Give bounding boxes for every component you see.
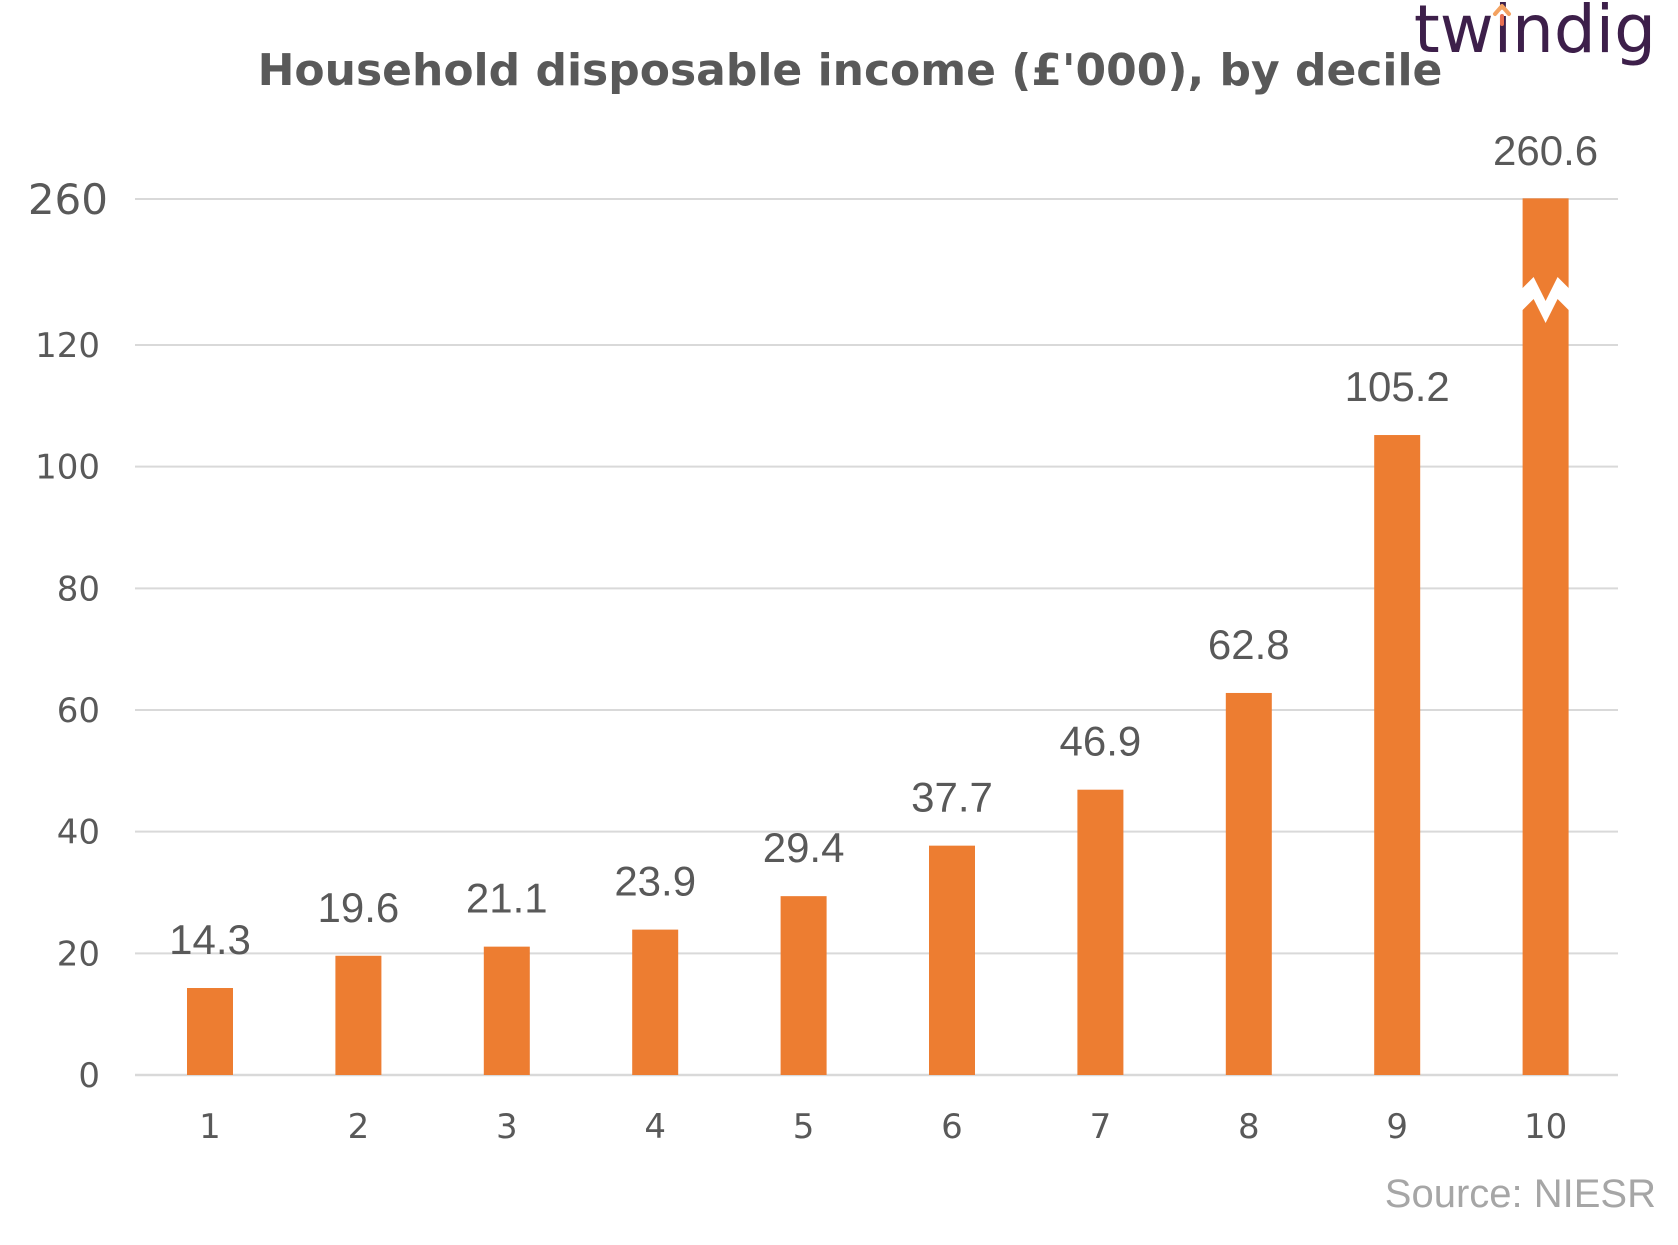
data-label: 105.2 — [1345, 363, 1450, 410]
gridlines — [135, 198, 1618, 1077]
logo-wordmark: twindig — [1414, 0, 1656, 68]
data-label: 21.1 — [466, 875, 548, 922]
bar — [1225, 692, 1272, 1075]
y-tick-label: 260 — [28, 175, 108, 224]
data-label: 29.4 — [763, 824, 845, 871]
y-axis-ticks: 0 20 40 60 80 100 120 260 — [28, 175, 108, 1096]
data-label: 19.6 — [318, 884, 400, 931]
y-tick-label: 40 — [57, 813, 100, 853]
x-tick-label: 2 — [348, 1107, 370, 1147]
bar — [632, 929, 679, 1075]
x-axis-ticks: 1 2 3 4 5 6 7 8 9 10 — [199, 1107, 1567, 1147]
brand-logo: twindig — [1414, 0, 1656, 68]
x-tick-label: 7 — [1090, 1107, 1112, 1147]
y-tick-label: 0 — [78, 1056, 100, 1096]
x-tick-label: 10 — [1524, 1107, 1567, 1147]
y-tick-label: 100 — [35, 448, 100, 488]
chart-title: Household disposable income (£'000), by … — [258, 45, 1443, 96]
bars — [187, 198, 1572, 1076]
bar — [483, 946, 530, 1075]
x-tick-label: 5 — [793, 1107, 815, 1147]
x-tick-label: 8 — [1238, 1107, 1260, 1147]
data-label: 23.9 — [614, 858, 696, 905]
bar — [187, 988, 233, 1075]
data-label: 37.7 — [911, 774, 993, 821]
source-note: Source: NIESR — [1385, 1172, 1656, 1216]
bar — [780, 896, 827, 1075]
x-tick-label: 3 — [496, 1107, 518, 1147]
x-tick-label: 1 — [199, 1107, 221, 1147]
bar — [1077, 789, 1124, 1075]
y-tick-label: 80 — [57, 569, 100, 609]
data-label: 46.9 — [1060, 718, 1142, 765]
y-tick-label: 60 — [57, 691, 100, 731]
y-tick-label: 120 — [35, 326, 100, 366]
data-label: 14.3 — [169, 916, 251, 963]
x-tick-label: 9 — [1386, 1107, 1408, 1147]
y-tick-label: 20 — [57, 934, 100, 974]
logo-accent-icon — [1493, 4, 1511, 26]
x-tick-label: 6 — [941, 1107, 963, 1147]
data-label: 260.6 — [1493, 127, 1598, 174]
bar — [1374, 435, 1421, 1075]
bar — [929, 845, 975, 1075]
bar — [1522, 198, 1569, 1076]
bar — [335, 955, 382, 1075]
axis-break-mark — [1519, 277, 1572, 323]
x-tick-label: 4 — [644, 1107, 666, 1147]
data-label: 62.8 — [1208, 621, 1290, 668]
data-labels: 14.3 19.6 21.1 23.9 29.4 37.7 46.9 62.8 105.2 260… — [169, 127, 1598, 963]
